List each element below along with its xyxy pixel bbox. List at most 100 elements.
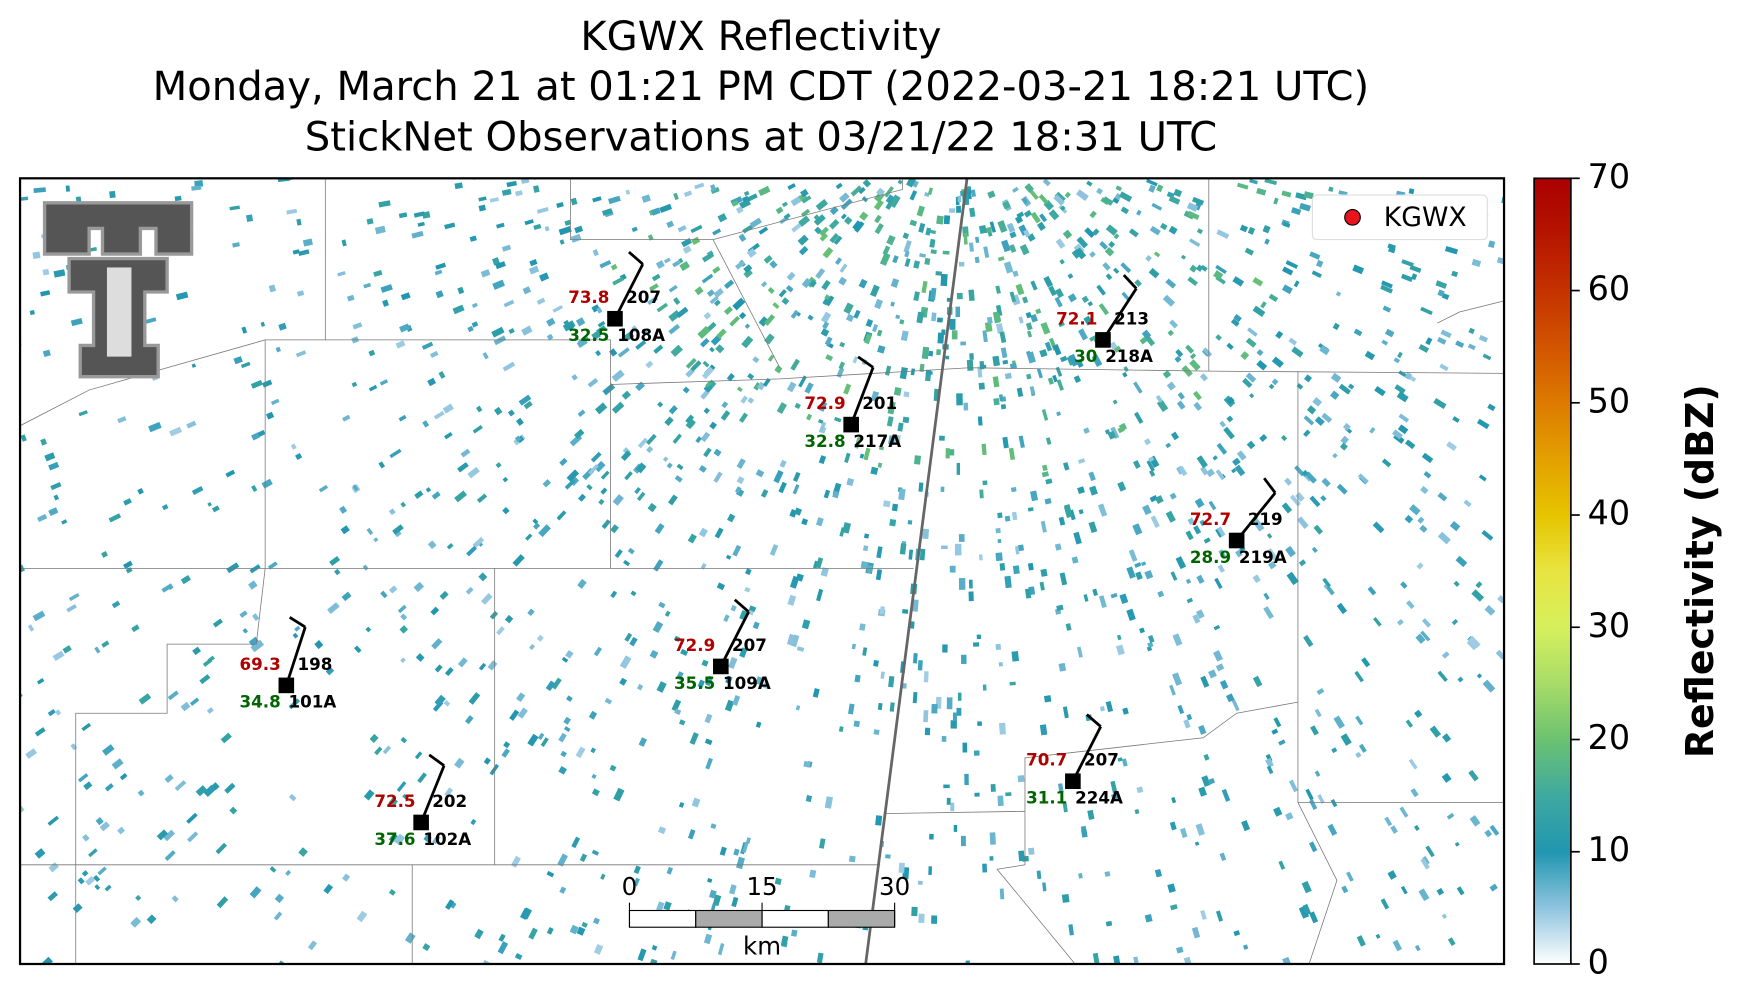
- echo: [713, 471, 723, 483]
- echo: [1191, 196, 1205, 206]
- echo: [755, 469, 765, 478]
- echo: [1286, 571, 1299, 586]
- echo: [1043, 275, 1054, 288]
- echo: [1235, 549, 1243, 558]
- echo: [801, 277, 812, 289]
- echo: [884, 365, 892, 376]
- echo: [930, 249, 937, 255]
- echo: [746, 248, 757, 258]
- station-id: 109A: [723, 673, 771, 693]
- wind-staff: [1071, 725, 1102, 782]
- echo: [982, 330, 988, 343]
- echo: [873, 199, 884, 211]
- colorbar-tick-label: 10: [1588, 830, 1631, 869]
- echo: [1305, 788, 1314, 801]
- echo: [945, 448, 950, 459]
- echo: [1189, 264, 1198, 273]
- echo: [1144, 570, 1154, 580]
- echo: [1281, 502, 1293, 514]
- echo: [921, 280, 928, 294]
- echo: [1457, 676, 1464, 683]
- echo: [1058, 516, 1066, 526]
- echo: [758, 185, 771, 197]
- colorbar-tick-label: 60: [1588, 269, 1631, 308]
- echo: [1041, 409, 1049, 421]
- echo: [586, 484, 593, 491]
- echo: [1193, 401, 1202, 411]
- echo: [563, 319, 570, 327]
- echo: [478, 204, 486, 212]
- echo: [923, 710, 929, 723]
- county-lines: [20, 178, 1505, 964]
- echo: [717, 943, 725, 956]
- echo: [843, 216, 853, 225]
- echo: [478, 196, 487, 202]
- echo: [886, 416, 894, 427]
- echo: [729, 884, 737, 895]
- echo: [529, 643, 535, 651]
- echo: [666, 866, 673, 875]
- echo: [978, 554, 983, 561]
- echo: [454, 182, 463, 190]
- echo: [687, 829, 696, 840]
- wind-staff: [719, 611, 750, 668]
- echo: [1217, 564, 1225, 573]
- echo: [1215, 663, 1225, 672]
- echo: [138, 693, 152, 705]
- echo: [863, 447, 871, 461]
- echo: [1397, 424, 1409, 435]
- echo: [890, 301, 895, 307]
- echo: [1133, 381, 1143, 394]
- echo: [551, 677, 562, 690]
- echo: [697, 679, 705, 688]
- echo: [1198, 786, 1207, 797]
- echo: [670, 344, 683, 357]
- echo: [798, 375, 807, 388]
- echo: [898, 862, 905, 874]
- echo: [912, 691, 918, 704]
- echo: [1170, 904, 1178, 911]
- echo: [785, 284, 794, 293]
- echo: [374, 746, 383, 756]
- echo: [569, 924, 579, 935]
- echo: [365, 626, 372, 633]
- echo: [995, 285, 1001, 294]
- echo: [556, 202, 564, 209]
- echo: [624, 471, 633, 481]
- echo: [732, 695, 741, 706]
- echo: [682, 245, 692, 254]
- echo: [1071, 556, 1079, 564]
- echo: [596, 306, 603, 314]
- echo: [943, 215, 951, 225]
- map-background: [20, 178, 1505, 964]
- echo: [117, 826, 126, 835]
- echo: [1169, 684, 1176, 696]
- echo: [762, 682, 769, 689]
- echo: [709, 421, 717, 430]
- echo: [1419, 524, 1428, 533]
- echo: [874, 298, 883, 310]
- echo: [942, 644, 948, 653]
- echo: [573, 428, 585, 440]
- echo: [853, 309, 861, 319]
- echo: [795, 705, 801, 711]
- echo: [704, 713, 713, 724]
- echo: [1340, 435, 1350, 445]
- echo: [1189, 353, 1197, 360]
- echo: [1263, 592, 1270, 600]
- echo: [873, 729, 880, 735]
- echo: [33, 187, 46, 194]
- echo: [1437, 492, 1448, 502]
- echo: [617, 347, 630, 358]
- echo: [792, 484, 800, 495]
- echo: [724, 699, 735, 712]
- echo: [741, 195, 750, 203]
- echo: [739, 647, 748, 658]
- echo: [1278, 860, 1286, 870]
- echo: [969, 207, 976, 218]
- echo: [820, 328, 830, 337]
- echo: [731, 896, 739, 908]
- echo: [902, 232, 910, 240]
- echo: [1310, 725, 1319, 736]
- echo: [411, 230, 424, 239]
